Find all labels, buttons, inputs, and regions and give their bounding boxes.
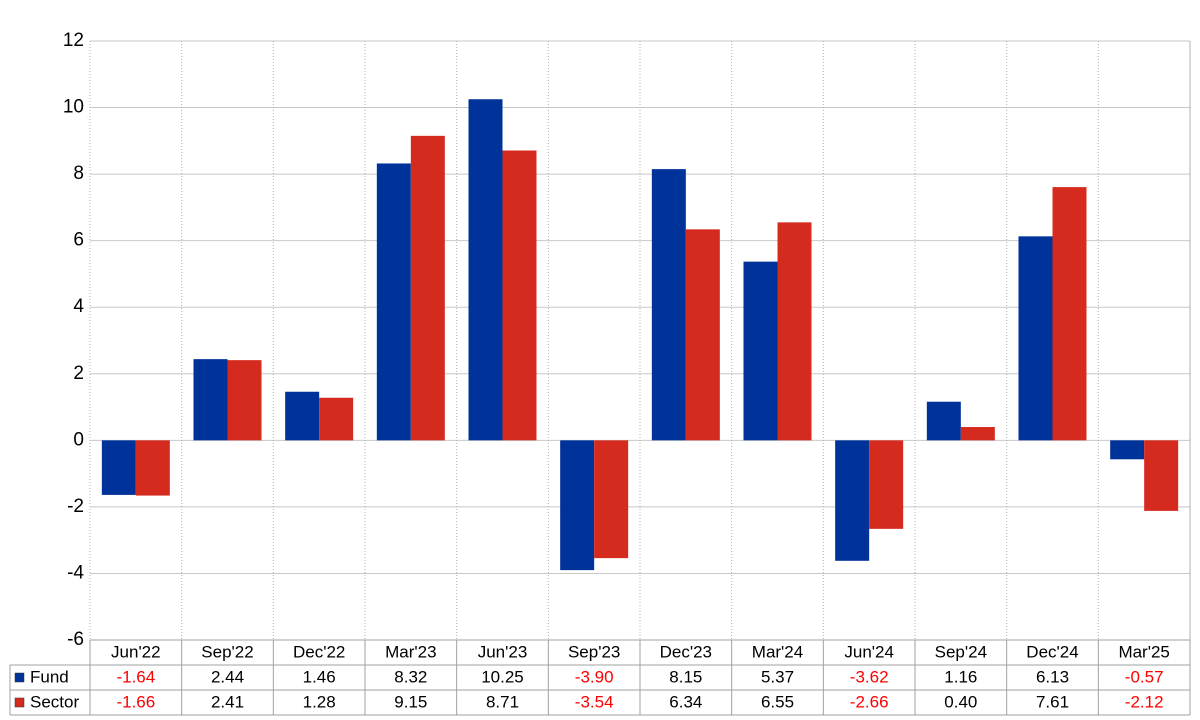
table-value: 6.34	[669, 692, 702, 711]
table-value: 6.55	[761, 692, 794, 711]
bar	[227, 360, 262, 441]
table-value: 6.13	[1036, 667, 1069, 686]
y-tick-label: 4	[73, 296, 84, 317]
bar	[560, 440, 595, 571]
y-tick-label: 10	[63, 97, 84, 118]
bar	[1110, 440, 1145, 460]
bar	[777, 222, 812, 441]
bar	[502, 150, 537, 441]
bar	[926, 401, 961, 441]
table-value: -2.12	[1125, 692, 1164, 711]
y-tick-label: 0	[73, 429, 84, 450]
y-tick-label: 8	[73, 163, 84, 184]
table-value: 10.25	[481, 667, 524, 686]
table-value: 1.46	[303, 667, 336, 686]
bar	[410, 135, 445, 441]
x-tick-label: Mar'23	[385, 642, 436, 661]
table-value: 2.41	[211, 692, 244, 711]
x-tick-label: Jun'24	[844, 642, 894, 661]
x-tick-label: Dec'24	[1026, 642, 1078, 661]
table-value: 1.28	[303, 692, 336, 711]
x-tick-label: Dec'23	[660, 642, 712, 661]
table-value: 8.32	[394, 667, 427, 686]
bar	[1052, 187, 1087, 441]
bar	[869, 440, 904, 529]
x-tick-label: Jun'23	[478, 642, 528, 661]
bar	[193, 359, 228, 441]
table-value: 0.40	[944, 692, 977, 711]
x-tick-label: Sep'23	[568, 642, 620, 661]
table-value: 8.71	[486, 692, 519, 711]
x-tick-label: Dec'22	[293, 642, 345, 661]
bar	[685, 229, 720, 441]
bar	[835, 440, 870, 561]
table-value: -1.66	[116, 692, 155, 711]
bar	[594, 440, 629, 559]
x-tick-label: Sep'24	[935, 642, 987, 661]
y-tick-label: -4	[67, 562, 84, 583]
bar	[743, 261, 778, 441]
legend-marker	[14, 697, 25, 708]
table-value: 8.15	[669, 667, 702, 686]
y-tick-label: -6	[67, 629, 84, 650]
table-value: -3.62	[850, 667, 889, 686]
y-tick-label: 2	[73, 363, 84, 384]
table-value: -3.54	[575, 692, 614, 711]
bar	[285, 391, 320, 441]
y-tick-label: 6	[73, 230, 84, 251]
table-value: 7.61	[1036, 692, 1069, 711]
bar	[101, 440, 136, 495]
x-tick-label: Mar'24	[752, 642, 803, 661]
table-value: -0.57	[1125, 667, 1164, 686]
x-tick-label: Jun'22	[111, 642, 161, 661]
bar	[651, 169, 686, 441]
table-value: -1.64	[116, 667, 155, 686]
legend-label: Sector	[30, 692, 79, 711]
table-value: 1.16	[944, 667, 977, 686]
bar	[319, 397, 354, 441]
legend-label: Fund	[30, 667, 69, 686]
bar	[468, 99, 503, 441]
table-value: -2.66	[850, 692, 889, 711]
bar	[1144, 440, 1179, 511]
bar	[960, 427, 995, 441]
x-tick-label: Mar'25	[1118, 642, 1169, 661]
table-value: 2.44	[211, 667, 244, 686]
table-value: 5.37	[761, 667, 794, 686]
legend-marker	[14, 672, 25, 683]
x-tick-label: Sep'22	[201, 642, 253, 661]
bar	[135, 440, 170, 496]
bar	[376, 163, 411, 441]
table-value: 9.15	[394, 692, 427, 711]
bar	[1018, 236, 1053, 441]
y-tick-label: -2	[67, 496, 84, 517]
table-value: -3.90	[575, 667, 614, 686]
y-tick-label: 12	[63, 30, 84, 51]
